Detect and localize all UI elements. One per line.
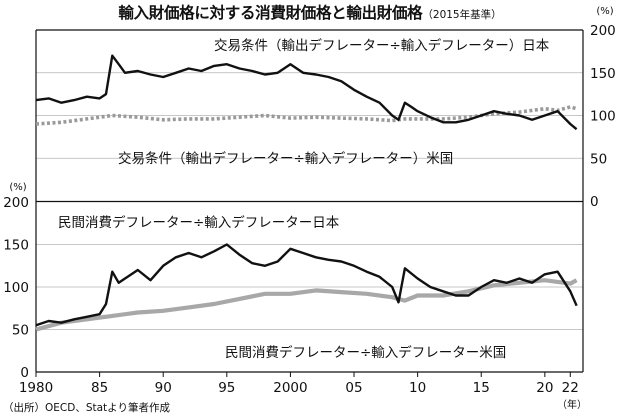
- top-japan-label: 交易条件（輸出デフレーター÷輸入デフレーター）日本: [214, 37, 550, 54]
- x-tick-label: 15: [473, 380, 490, 396]
- chart-title: 輸入財価格に対する消費財価格と輸出財価格（2015年基準）: [0, 1, 620, 23]
- bottom-y-tick-label: 100: [3, 280, 29, 296]
- top-us-label: 交易条件（輸出デフレーター÷輸入デフレーター）米国: [118, 150, 453, 167]
- top-y-tick-label: 0: [590, 194, 599, 210]
- bottom-us-label: 民間消費デフレーター÷輸入デフレーター米国: [225, 344, 506, 361]
- bottom-japan-line: [35, 243, 578, 327]
- bottom-us-line: [35, 278, 578, 332]
- top-japan-line: [35, 54, 578, 131]
- bottom-japan-label: 民間消費デフレーター÷輸入デフレーター日本: [58, 214, 340, 231]
- bottom-y-tick-label: 150: [3, 238, 29, 254]
- x-tick-label: 20: [536, 380, 553, 396]
- title-main: 輸入財価格に対する消費財価格と輸出財価格: [118, 4, 423, 22]
- bottom-y-unit: (%): [9, 182, 26, 193]
- x-tick-label: 05: [345, 380, 362, 396]
- top-y-unit: (%): [596, 6, 613, 17]
- top-y-tick-label: 100: [590, 109, 616, 125]
- bottom-y-tick-label: 0: [20, 365, 29, 381]
- x-tick-label: 22: [562, 380, 579, 396]
- x-tick-label: 85: [91, 380, 108, 396]
- bottom-y-tick-label: 200: [3, 195, 29, 211]
- x-axis-unit: （年）: [557, 398, 587, 411]
- x-tick-label: 2000: [273, 380, 307, 396]
- x-tick-label: 10: [409, 380, 426, 396]
- x-tick-label: 90: [155, 380, 172, 396]
- bottom-y-tick-label: 50: [12, 323, 29, 339]
- title-note: （2015年基準）: [422, 9, 502, 21]
- x-tick-label: 95: [218, 380, 235, 396]
- source-note: （出所）OECD、Statより筆者作成: [3, 402, 170, 414]
- top-us-line: [35, 105, 578, 126]
- top-y-tick-label: 150: [590, 66, 616, 82]
- x-tick-label: 1980: [19, 380, 53, 396]
- top-y-tick-label: 50: [590, 151, 607, 167]
- top-y-tick-label: 200: [590, 23, 616, 39]
